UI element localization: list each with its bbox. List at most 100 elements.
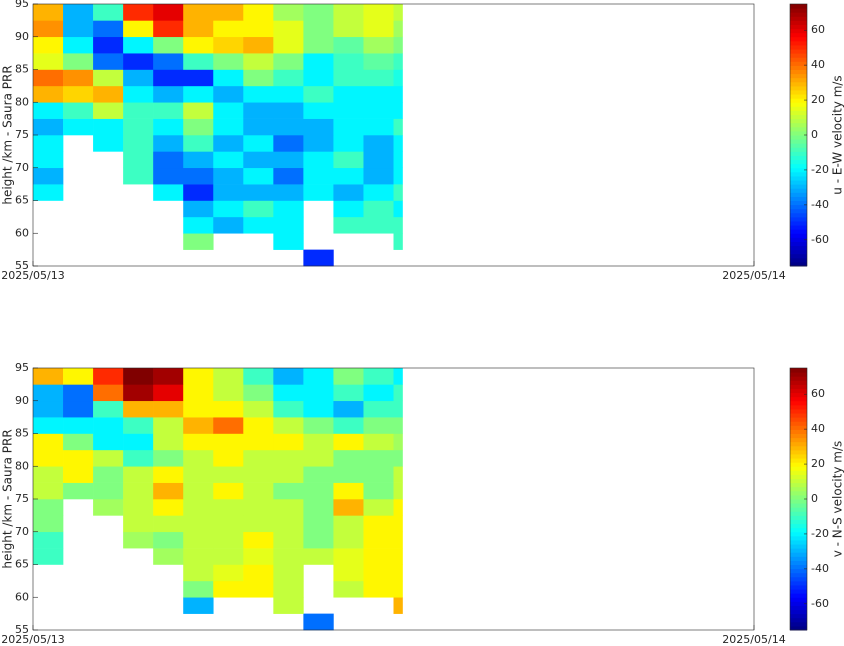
cell xyxy=(303,466,334,483)
colorbar-step xyxy=(790,126,807,132)
cell xyxy=(303,499,334,516)
y-tick-label: 80 xyxy=(15,95,29,108)
cell xyxy=(303,20,334,38)
colorbar-step xyxy=(790,12,807,17)
cell xyxy=(33,384,64,402)
colorbar-step xyxy=(790,204,807,210)
cell xyxy=(123,167,154,185)
colorbar-step xyxy=(790,494,807,500)
cell xyxy=(183,417,214,434)
cell xyxy=(213,400,244,418)
colorbar-tick-label: -60 xyxy=(811,597,829,610)
colorbar-step xyxy=(790,478,807,484)
cell xyxy=(333,102,364,119)
colorbar-step xyxy=(790,28,807,34)
cell xyxy=(243,4,274,21)
cell xyxy=(303,118,334,136)
colorbar-step xyxy=(790,548,807,553)
cell xyxy=(213,548,244,565)
cell xyxy=(213,151,244,169)
cell xyxy=(153,151,184,169)
cell xyxy=(333,36,364,54)
cell xyxy=(213,482,244,500)
cell xyxy=(393,368,403,385)
cell xyxy=(93,400,124,418)
cell xyxy=(63,36,94,54)
colorbar-step xyxy=(790,163,807,169)
cell xyxy=(123,85,154,103)
colorbar-step xyxy=(790,400,807,406)
cell xyxy=(393,548,403,565)
colorbar-step xyxy=(790,441,807,447)
cell xyxy=(213,417,244,434)
colorbar-step xyxy=(790,625,807,631)
y-tick-label: 70 xyxy=(15,525,29,538)
cell xyxy=(333,499,364,516)
colorbar-tick-label: -60 xyxy=(811,233,829,246)
cell xyxy=(243,102,274,119)
cell xyxy=(33,4,64,21)
cell xyxy=(363,564,394,582)
colorbar-step xyxy=(790,580,807,586)
cell xyxy=(303,85,334,103)
cell xyxy=(273,20,304,38)
cell xyxy=(333,580,364,598)
colorbar-step xyxy=(790,89,807,95)
colorbar-step xyxy=(790,44,807,50)
cell xyxy=(333,216,364,234)
cell xyxy=(33,167,64,185)
cell xyxy=(153,53,184,70)
cell xyxy=(273,417,304,434)
colorbar-step xyxy=(790,49,807,54)
colorbar-step xyxy=(790,220,807,226)
colorbar-step xyxy=(790,73,807,79)
cell xyxy=(183,597,214,614)
cell xyxy=(63,53,94,70)
cell xyxy=(393,4,403,21)
colorbar-step xyxy=(790,539,807,545)
cell xyxy=(243,216,274,234)
cell xyxy=(183,368,214,385)
cell xyxy=(183,449,214,467)
cell xyxy=(333,118,364,136)
y-tick-label: 60 xyxy=(15,226,29,239)
colorbar-step xyxy=(790,527,807,533)
cell xyxy=(363,482,394,500)
colorbar-label: v - N-S velocity m/s xyxy=(831,441,844,558)
cell xyxy=(123,69,154,87)
cell xyxy=(33,36,64,54)
cell xyxy=(273,200,304,218)
cell xyxy=(393,400,403,418)
colorbar-step xyxy=(790,601,807,606)
cell xyxy=(393,102,403,119)
cell xyxy=(93,449,124,467)
cell xyxy=(183,433,214,451)
y-tick-label: 90 xyxy=(15,30,29,43)
cell xyxy=(153,69,184,87)
colorbar-step xyxy=(790,20,807,25)
cell xyxy=(123,531,154,549)
colorbar-step xyxy=(790,249,807,255)
colorbar-step xyxy=(790,384,807,389)
cell xyxy=(273,53,304,70)
cell xyxy=(363,36,394,54)
colorbar-step xyxy=(790,408,807,414)
cell xyxy=(303,53,334,70)
cell xyxy=(63,482,94,500)
cell xyxy=(123,515,154,533)
cell xyxy=(213,118,244,136)
cell xyxy=(33,85,64,103)
cell xyxy=(393,384,403,402)
cell xyxy=(393,69,403,87)
colorbar-step xyxy=(790,225,807,230)
cell xyxy=(243,368,274,385)
cell xyxy=(363,4,394,21)
cell xyxy=(243,515,274,533)
cell xyxy=(363,69,394,87)
colorbar-step xyxy=(790,376,807,381)
colorbar-step xyxy=(790,53,807,58)
x-tick-label: 2025/05/14 xyxy=(722,269,785,282)
cell xyxy=(273,580,304,598)
colorbar-step xyxy=(790,114,807,120)
colorbar-step xyxy=(790,413,807,418)
